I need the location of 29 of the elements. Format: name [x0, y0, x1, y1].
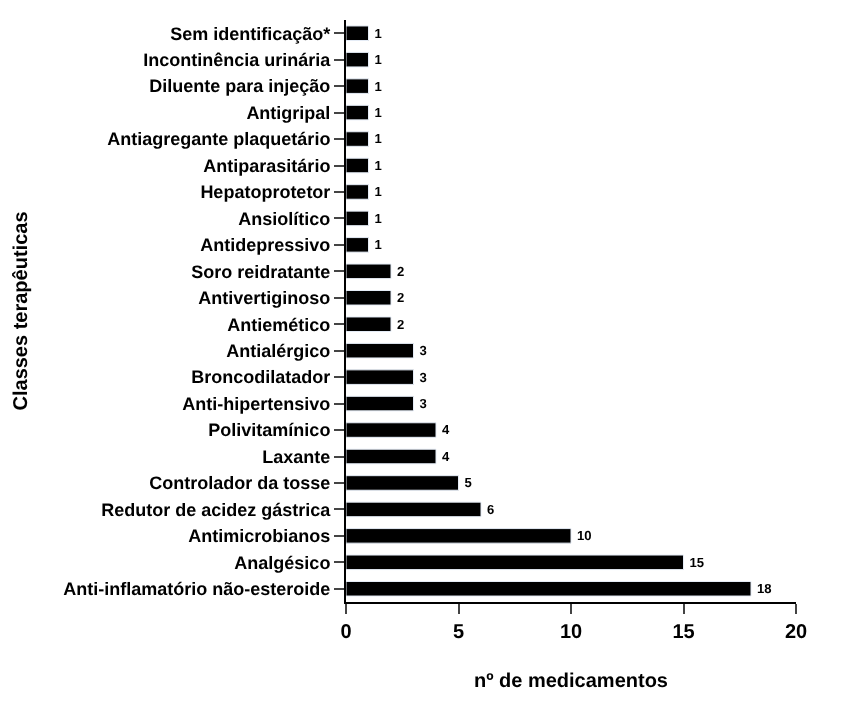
y-tick-label: Hepatoprotetor	[200, 182, 332, 203]
y-tick-label: Anti-hipertensivo	[182, 393, 332, 414]
x-tick-label: 10	[559, 622, 583, 644]
y-tick-label: Diluente para injeção	[149, 76, 332, 97]
x-axis-title: nº de medicamentos	[473, 671, 669, 693]
x-tick-label: 15	[672, 622, 696, 644]
y-tick-label: Redutor de acidez gástrica	[101, 499, 333, 520]
y-tick-label: Laxante	[262, 446, 331, 467]
y-tick-label: Controlador da tosse	[149, 473, 331, 494]
y-tick-label: Anti-inflamatório não-esteroide	[63, 579, 331, 600]
y-tick-label: Incontinência urinária	[143, 49, 333, 70]
y-tick-label: Antimicrobianos	[188, 526, 331, 547]
y-tick-label: Sem identificação*	[170, 23, 332, 44]
y-tick-label: Antidepressivo	[200, 235, 332, 256]
x-tick-label: 5	[452, 622, 465, 644]
y-tick-label: Broncodilatador	[191, 367, 332, 388]
y-tick-label: Antiparasitário	[203, 155, 332, 176]
y-tick-label: Antivertiginoso	[198, 288, 332, 309]
y-tick-label: Antialérgico	[226, 340, 332, 361]
x-tick-label: 0	[340, 622, 353, 644]
y-tick-label: Antigripal	[246, 102, 331, 123]
y-tick-label: Antiagregante plaquetário	[107, 129, 332, 150]
y-tick-label: Ansiolítico	[238, 208, 332, 229]
x-tick-label: 20	[784, 622, 808, 644]
y-tick-label: Antiemético	[227, 314, 332, 335]
y-tick-label: Polivitamínico	[208, 420, 332, 441]
y-tick-label: Soro reidratante	[191, 261, 331, 282]
y-axis-title: Classes terapêuticas	[11, 210, 34, 411]
y-tick-label: Analgésico	[234, 552, 332, 573]
